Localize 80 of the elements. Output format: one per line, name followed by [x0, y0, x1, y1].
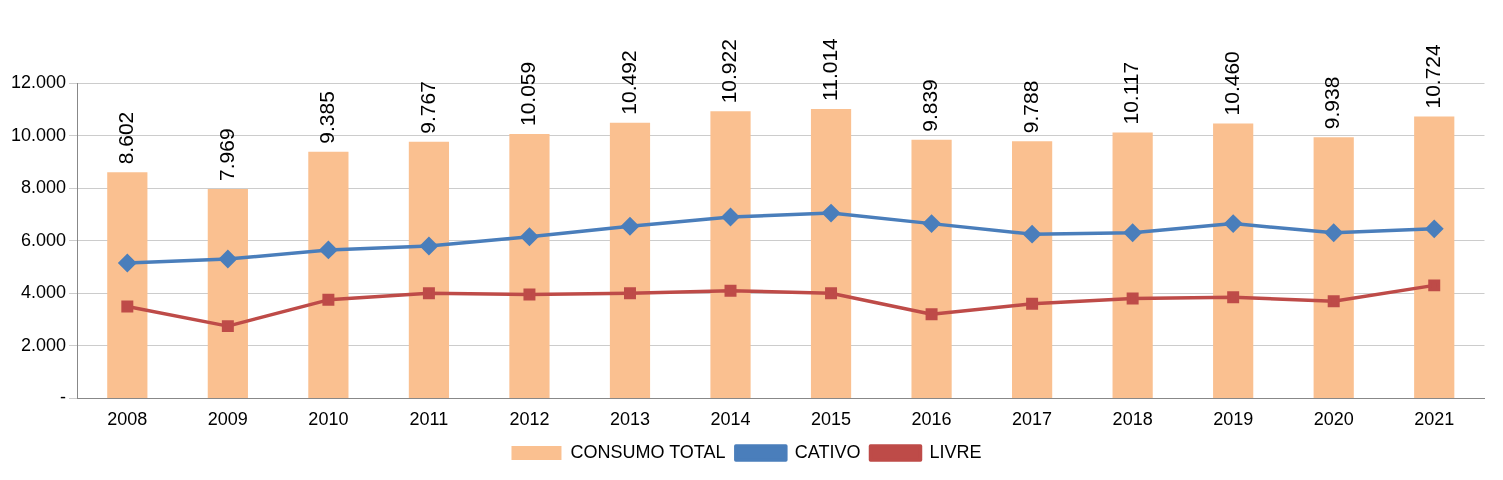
data-label: 9.788 — [1018, 80, 1042, 134]
x-tick-label: 2009 — [207, 409, 248, 430]
point — [621, 217, 639, 235]
point — [1327, 295, 1340, 308]
y-tick-label: 10.000 — [10, 124, 67, 145]
data-label: 10.922 — [717, 39, 741, 104]
data-label: 9.938 — [1320, 76, 1344, 130]
bar — [710, 111, 751, 398]
point — [118, 254, 137, 272]
point — [1023, 225, 1041, 243]
legend-label: CONSUMO TOTAL — [570, 441, 726, 462]
bar — [308, 151, 349, 398]
point — [319, 241, 338, 259]
point — [1428, 279, 1441, 292]
bar — [609, 122, 651, 398]
y-tick-label: 6.000 — [21, 229, 67, 250]
point — [1224, 214, 1242, 233]
x-tick-label: 2008 — [107, 409, 148, 430]
x-tick-label: 2018 — [1112, 409, 1153, 430]
y-tick-label: 12.000 — [10, 71, 67, 92]
data-label: 10.460 — [1219, 51, 1243, 116]
y-tick-label: 4.000 — [21, 282, 67, 303]
bar — [1414, 116, 1455, 398]
point — [721, 208, 740, 226]
point — [1227, 291, 1240, 304]
y-tick-label: 8.000 — [21, 177, 67, 198]
x-tick-label: 2012 — [509, 409, 550, 430]
bar — [1012, 141, 1053, 398]
point — [322, 293, 335, 306]
point — [822, 204, 840, 222]
point — [922, 214, 941, 233]
data-label: 10.117 — [1119, 61, 1143, 125]
y-tick-label: - — [60, 387, 67, 408]
point — [1126, 292, 1139, 305]
point — [520, 228, 539, 246]
point — [1324, 224, 1343, 242]
x-tick-label: 2016 — [911, 409, 952, 430]
data-label: 10.724 — [1421, 43, 1445, 109]
point — [1026, 297, 1039, 310]
bar — [509, 134, 550, 398]
x-tick-label: 2014 — [710, 409, 751, 430]
point — [1425, 220, 1443, 238]
legend-label: CATIVO — [794, 441, 861, 462]
bar — [107, 172, 148, 398]
bar — [810, 108, 852, 398]
data-label: 10.492 — [616, 50, 640, 115]
data-label: 9.839 — [918, 79, 942, 132]
data-label: 9.385 — [315, 91, 339, 144]
point — [523, 288, 536, 301]
x-tick-label: 2010 — [308, 409, 349, 430]
x-tick-label: 2020 — [1313, 409, 1354, 430]
bar — [911, 139, 952, 398]
point — [221, 320, 234, 333]
data-label: 11.014 — [817, 37, 841, 101]
x-tick-label: 2021 — [1414, 409, 1455, 430]
point — [1123, 224, 1142, 242]
point — [623, 287, 636, 300]
data-label: 8.602 — [114, 111, 138, 165]
point — [825, 287, 838, 300]
x-tick-label: 2011 — [409, 409, 449, 430]
data-label: 9.767 — [415, 81, 439, 134]
x-tick-label: 2013 — [609, 409, 650, 430]
x-tick-label: 2017 — [1012, 409, 1053, 430]
x-tick-label: 2019 — [1213, 409, 1254, 430]
bar — [1112, 132, 1153, 398]
x-tick-label: 2015 — [811, 409, 852, 430]
data-label: 7.969 — [214, 128, 238, 181]
point — [219, 250, 237, 268]
bar — [1313, 137, 1354, 398]
point — [420, 237, 438, 255]
data-label: 10.059 — [516, 61, 540, 127]
point — [925, 308, 938, 321]
y-tick-label: 2.000 — [21, 334, 67, 355]
bar — [1213, 123, 1254, 398]
legend-label: LIVRE — [929, 441, 982, 462]
bar — [207, 188, 248, 398]
point — [121, 300, 134, 313]
bar — [408, 141, 450, 398]
point — [422, 287, 435, 300]
point — [724, 284, 737, 297]
